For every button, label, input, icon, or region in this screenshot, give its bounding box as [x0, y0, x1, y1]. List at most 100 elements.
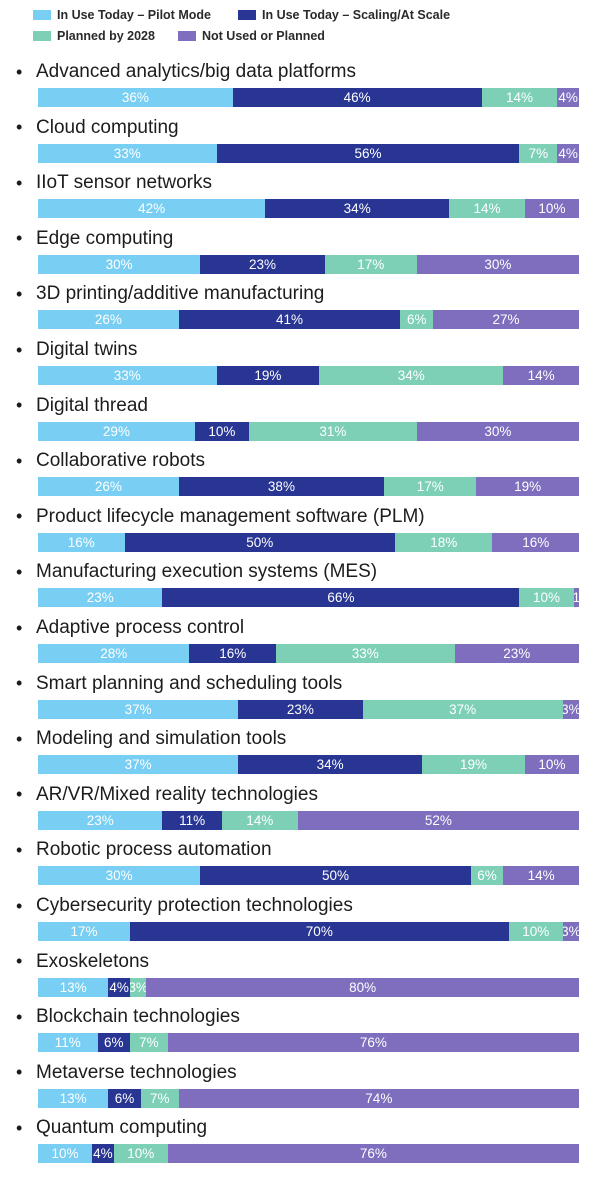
data-label: 38% [267, 479, 295, 495]
data-label: 30% [105, 256, 133, 272]
category-label: • Digital thread [16, 394, 148, 418]
category-label: • IIoT sensor networks [16, 171, 212, 195]
data-label: 19% [254, 368, 282, 383]
bar-segment-planned: 19% [422, 755, 525, 775]
bar-segment-notused: 30% [416, 254, 579, 274]
bullet-icon: • [16, 339, 23, 360]
category-label: • Metaverse technologies [16, 1061, 237, 1085]
bar-row: 11% 6% 7% 76% [38, 1033, 579, 1053]
bar-segment-pilot: 10% [38, 1144, 93, 1164]
category-text: Digital twins [36, 339, 138, 360]
bullet-icon: • [16, 1006, 23, 1027]
data-label: 76% [359, 1035, 387, 1051]
data-label: 19% [459, 757, 488, 773]
bar-segment-pilot: 16% [38, 532, 125, 552]
bullet-icon: • [16, 673, 23, 694]
data-label: 42% [138, 201, 166, 217]
data-label: 14% [505, 90, 533, 105]
bar-segment-scale: 23% [200, 254, 325, 274]
legend-item-notused: Not Used or Planned [178, 29, 325, 43]
bar-segment-scale: 4% [92, 1144, 114, 1164]
data-label: 28% [100, 646, 128, 661]
legend-swatch-planned [33, 31, 51, 41]
bullet-icon: • [16, 283, 23, 304]
data-label: 66% [327, 590, 355, 606]
legend-item-pilot: In Use Today – Pilot Mode [33, 8, 211, 22]
bar-row: 13% 4%3% 80% [38, 977, 579, 997]
category-text: Adaptive process control [36, 617, 245, 638]
bullet-icon: • [16, 839, 23, 860]
data-label: 23% [248, 256, 277, 272]
data-label: 16% [67, 534, 95, 550]
bar-segment-scale: 46% [232, 88, 482, 107]
category-text: Quantum computing [36, 1117, 208, 1139]
bar-segment-notused: 10% [524, 755, 579, 775]
legend-label-notused: Not Used or Planned [202, 29, 325, 43]
bar-segment-notused: 52% [297, 810, 579, 830]
bar-row: 10% 4% 10% 76% [38, 1144, 579, 1164]
data-label: 23% [503, 646, 531, 661]
bullet-icon: • [16, 61, 23, 82]
bar-row: 13% 6% 7% 74% [38, 1088, 579, 1108]
bar-segment-scale: 56% [216, 143, 520, 163]
bar-segment-scale: 38% [178, 477, 385, 497]
bar-segment-planned: 14% [481, 88, 558, 107]
bar-segment-pilot: 29% [38, 421, 195, 441]
data-label: 31% [319, 423, 347, 439]
data-label: 23% [86, 812, 114, 828]
data-label: 13% [59, 1090, 87, 1106]
data-label: 14% [527, 368, 555, 383]
bar-segment-planned: 10% [113, 1144, 168, 1164]
bullet-icon: • [16, 617, 23, 638]
bar-segment-notused: 76% [167, 1144, 579, 1164]
data-label: 34% [397, 368, 425, 383]
bar-segment-planned: 7% [129, 1033, 168, 1053]
data-label: 14% [473, 201, 501, 217]
bar-segment-planned: 10% [508, 922, 563, 941]
bar-segment-planned: 6% [470, 866, 504, 886]
category-text: Manufacturing execution systems (MES) [36, 561, 378, 583]
data-label: 3% [562, 701, 579, 717]
bar-row: 30% 50% 6% 14% [38, 866, 579, 886]
category-text: Robotic process automation [36, 839, 272, 861]
bar-segment-pilot: 28% [38, 644, 190, 663]
data-label: 16% [219, 646, 247, 661]
bar-segment-pilot: 11% [38, 1033, 98, 1053]
bar-segment-planned: 10% [519, 588, 574, 608]
data-label: 76% [359, 1146, 387, 1162]
bar-row: 42% 34% 14% 10% [38, 199, 579, 219]
data-label: 37% [124, 757, 152, 773]
category-text: Exoskeletons [36, 950, 150, 972]
data-label: 11% [179, 812, 206, 828]
bar-segment-planned: 18% [395, 532, 493, 552]
bullet-icon: • [16, 951, 23, 972]
data-label: 23% [286, 701, 314, 717]
data-label: 10% [538, 201, 566, 217]
data-label: 13% [59, 979, 87, 995]
data-label: 74% [365, 1090, 393, 1106]
data-label: 29% [102, 423, 130, 439]
bar-segment-notused: 27% [432, 310, 579, 330]
category-label: • Collaborative robots [16, 449, 205, 473]
bar-row: 29% 10% 31% 30% [38, 421, 579, 441]
bullet-icon: • [16, 450, 23, 471]
data-label: 14% [527, 868, 555, 884]
data-label: 19% [514, 479, 542, 495]
category-label: • Exoskeletons [16, 950, 149, 974]
bar-segment-pilot: 33% [38, 143, 217, 163]
data-label: 30% [105, 868, 133, 884]
legend-swatch-pilot [33, 10, 51, 20]
bar-segment-notused: 30% [416, 421, 579, 441]
bar-segment-scale: 50% [124, 532, 396, 552]
bar-segment-scale: 66% [162, 588, 520, 608]
bar-segment-planned: 6% [400, 310, 433, 330]
data-label: 23% [86, 590, 114, 606]
bar-segment-notused: 76% [167, 1033, 579, 1053]
category-text: Digital thread [36, 394, 148, 416]
bar-segment-scale: 19% [216, 366, 320, 385]
bar-segment-pilot: 37% [38, 755, 239, 775]
bar-segment-pilot: 30% [38, 254, 201, 274]
legend-label-pilot: In Use Today – Pilot Mode [57, 8, 211, 22]
bar-segment-pilot: 37% [38, 699, 239, 719]
bar-row: 33% 56% 7% 4% [38, 143, 579, 163]
